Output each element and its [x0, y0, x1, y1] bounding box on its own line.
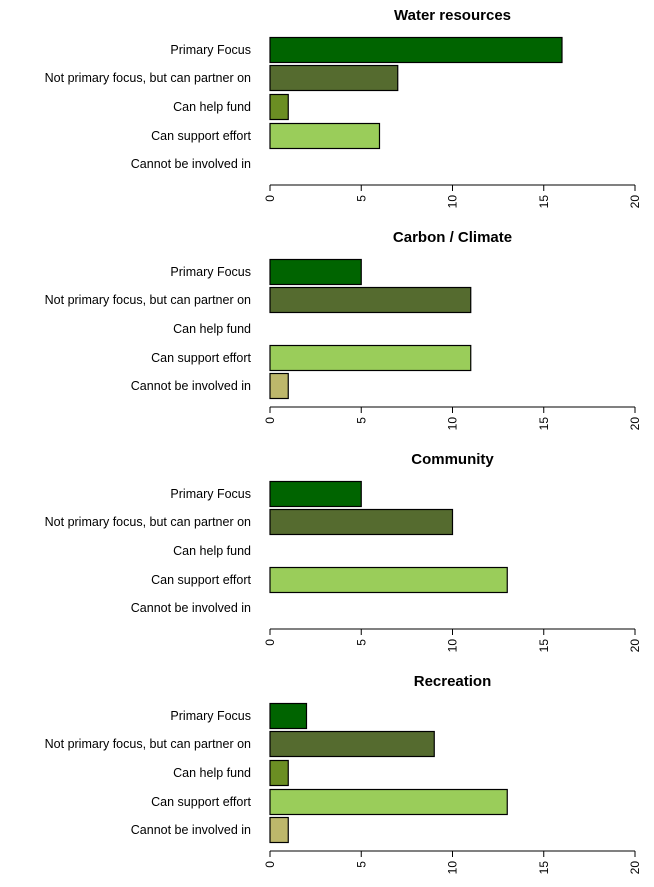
- chart-title: Community: [411, 451, 494, 468]
- chart-panel: Community Primary Focus Not primary focus,…: [45, 451, 642, 652]
- bar: [269, 566, 508, 594]
- x-tick-label: 10: [446, 195, 460, 209]
- x-tick-label: 5: [354, 861, 368, 868]
- chart-title: Recreation: [414, 673, 492, 690]
- category-label: Cannot be involved in: [131, 823, 251, 837]
- x-tick-label: 15: [537, 861, 551, 875]
- bar: [269, 286, 472, 314]
- x-tick-label: 5: [354, 417, 368, 424]
- bar: [269, 788, 508, 816]
- x-tick-label: 10: [446, 417, 460, 431]
- chart-title: Water resources: [394, 7, 511, 24]
- category-label: Can help fund: [173, 766, 251, 780]
- bar: [269, 702, 308, 730]
- bar: [269, 93, 289, 121]
- x-tick-label: 0: [263, 861, 277, 868]
- category-label: Cannot be involved in: [131, 157, 251, 171]
- chart-panel: Carbon / Climate Primary Focus Not primary…: [45, 229, 642, 430]
- category-label: Cannot be involved in: [131, 379, 251, 393]
- x-tick-label: 20: [628, 417, 642, 431]
- category-label: Not primary focus, but can partner on: [45, 737, 251, 751]
- x-tick-label: 15: [537, 417, 551, 431]
- x-tick-label: 0: [263, 639, 277, 646]
- category-label: Primary Focus: [170, 487, 251, 501]
- category-label: Not primary focus, but can partner on: [45, 515, 251, 529]
- category-label: Primary Focus: [170, 265, 251, 279]
- bar: [269, 344, 472, 372]
- category-label: Can support effort: [151, 129, 251, 143]
- category-label: Not primary focus, but can partner on: [45, 293, 251, 307]
- x-tick-label: 10: [446, 861, 460, 875]
- category-label: Can support effort: [151, 795, 251, 809]
- bar: [269, 816, 289, 844]
- x-tick-label: 15: [537, 195, 551, 209]
- category-label: Cannot be involved in: [131, 601, 251, 615]
- category-label: Can support effort: [151, 573, 251, 587]
- bar: [269, 122, 381, 150]
- bar: [269, 508, 454, 536]
- category-label: Not primary focus, but can partner on: [45, 71, 251, 85]
- category-label: Can help fund: [173, 100, 251, 114]
- category-label: Primary Focus: [170, 43, 251, 57]
- bar: [269, 759, 289, 787]
- bar: [269, 480, 362, 508]
- bar: [269, 64, 399, 92]
- x-tick-label: 20: [628, 639, 642, 653]
- x-tick-label: 5: [354, 639, 368, 646]
- x-tick-label: 5: [354, 195, 368, 202]
- x-tick-label: 0: [263, 195, 277, 202]
- x-tick-label: 20: [628, 861, 642, 875]
- category-label: Can help fund: [173, 544, 251, 558]
- x-tick-label: 10: [446, 639, 460, 653]
- category-label: Can support effort: [151, 351, 251, 365]
- x-tick-label: 0: [263, 417, 277, 424]
- chart-title: Carbon / Climate: [393, 229, 512, 246]
- category-label: Primary Focus: [170, 709, 251, 723]
- bar: [269, 36, 563, 64]
- bar: [269, 372, 289, 400]
- category-label: Can help fund: [173, 322, 251, 336]
- chart-panel: Recreation Primary Focus Not primary focus…: [45, 673, 642, 874]
- bar: [269, 258, 362, 286]
- x-tick-label: 15: [537, 639, 551, 653]
- bar: [269, 730, 435, 758]
- x-tick-label: 20: [628, 195, 642, 209]
- chart-panel: Water resources Primary Focus Not primary …: [45, 7, 642, 208]
